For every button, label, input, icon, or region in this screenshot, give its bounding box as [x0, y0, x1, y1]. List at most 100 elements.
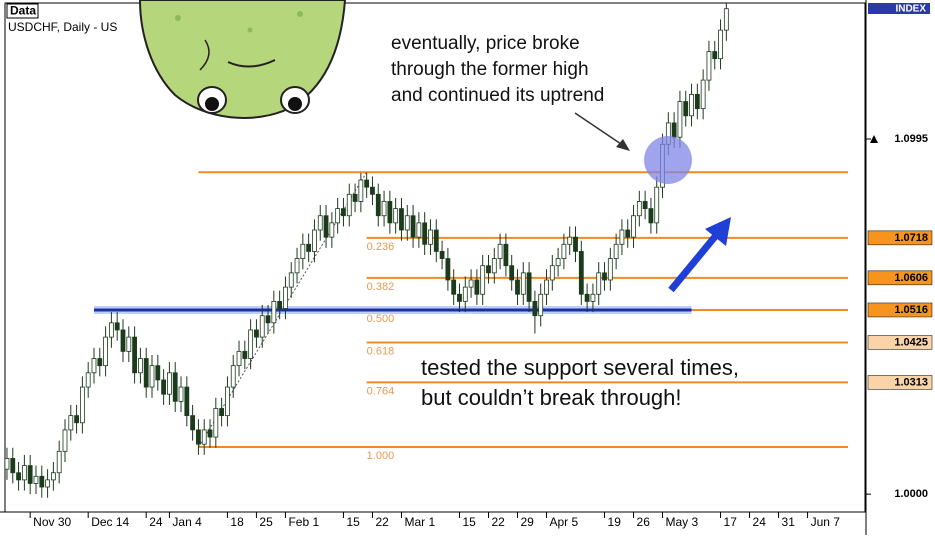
candle-body: [625, 229, 631, 238]
x-tick-label: 24: [753, 515, 767, 529]
candle-body: [561, 243, 567, 259]
fib-axis-box: [867, 335, 933, 350]
candle-body: [567, 236, 573, 245]
candle-body: [358, 179, 364, 202]
candle-body: [590, 293, 596, 302]
candle-body: [259, 315, 265, 338]
candle-body: [103, 336, 108, 367]
candle-body: [428, 229, 433, 245]
candle-body: [433, 229, 439, 252]
candle-body: [50, 472, 56, 481]
y-tick-label: 1.0000: [894, 488, 928, 500]
candle-body: [352, 193, 358, 202]
candle-body: [671, 122, 677, 138]
candle-body: [161, 379, 167, 395]
candle-body: [683, 101, 689, 117]
annotation: but couldn’t break through!: [421, 385, 682, 410]
candle-body: [39, 475, 45, 488]
candle-body: [387, 201, 393, 224]
candle-body: [654, 186, 660, 224]
candle-body: [248, 329, 254, 359]
candle-body: [21, 465, 27, 481]
x-tick-label: 22: [491, 515, 505, 529]
x-tick-label: Jan 4: [172, 515, 202, 529]
candle-body: [642, 201, 648, 209]
candle-body: [91, 358, 97, 374]
candle-body: [288, 272, 294, 288]
candle-body: [190, 415, 196, 431]
fib-axis-label: 1.0313: [894, 376, 928, 388]
candle-body: [33, 475, 39, 484]
candle-body: [718, 29, 723, 60]
x-axis-band: [0, 512, 935, 535]
candle-body: [132, 336, 138, 374]
candle-body: [346, 193, 352, 217]
candle-body: [114, 322, 120, 331]
candle-body: [306, 243, 312, 252]
x-tick-label: Nov 30: [33, 515, 71, 529]
x-tick-label: 25: [259, 515, 273, 529]
candle-body: [201, 429, 207, 445]
y-tick-label: 1.0995: [894, 133, 928, 145]
candle-body: [56, 450, 62, 474]
candle-body: [254, 329, 259, 338]
candle-body: [503, 243, 509, 267]
x-tick-label: 18: [230, 515, 244, 529]
candle-body: [694, 93, 700, 110]
candle-body: [97, 358, 103, 367]
candle-body: [636, 201, 642, 217]
cartoon: [138, 0, 347, 119]
candle-body: [364, 179, 370, 188]
candle-body: [404, 215, 410, 231]
candle-body: [596, 272, 602, 295]
candle-body: [155, 365, 161, 381]
candle-body: [451, 279, 457, 295]
fib-label: 1.000: [367, 450, 395, 462]
candle-body: [335, 208, 341, 224]
fib-axis-label: 1.0606: [894, 272, 928, 284]
chart-title: USDCHF, Daily - US: [8, 20, 117, 34]
candle-body: [689, 93, 694, 117]
arrows: [574, 112, 731, 293]
candle-body: [544, 279, 549, 295]
candle-body: [422, 222, 428, 245]
fib-axis-label: 1.0718: [894, 232, 928, 244]
candle-body: [126, 336, 132, 352]
candle-body: [184, 386, 190, 417]
candle-body: [74, 415, 79, 424]
plot-frame: [4, 2, 866, 513]
candle-body: [108, 322, 114, 338]
candle-body: [300, 243, 306, 259]
candle-body: [323, 215, 329, 238]
x-tick-label: Feb 1: [288, 515, 319, 529]
candle-body: [526, 272, 532, 302]
x-tick-label: 26: [637, 515, 651, 529]
candle-body: [143, 358, 149, 388]
x-tick-label: Dec 14: [91, 515, 129, 529]
fib-label: 0.236: [367, 241, 395, 253]
x-tick-label: 29: [520, 515, 534, 529]
candle-body: [68, 415, 74, 431]
candle-body: [462, 286, 468, 302]
candle-body: [700, 79, 706, 110]
x-tick-label: 31: [782, 515, 796, 529]
price-marker: [870, 134, 878, 143]
candle-body: [416, 222, 422, 238]
candle-body: [381, 201, 387, 217]
annotation: eventually, price broke: [391, 33, 580, 54]
candle-body: [45, 479, 50, 488]
candle-body: [712, 51, 718, 60]
axis-badge: INDEX: [895, 4, 926, 15]
candle-body: [283, 286, 288, 309]
candle-body: [607, 258, 613, 281]
candle-body: [602, 272, 607, 281]
candle-body: [445, 258, 451, 281]
candle-body: [375, 193, 381, 217]
candle-body: [341, 208, 346, 217]
candle-body: [236, 350, 242, 367]
candle-body: [515, 279, 520, 295]
data-badge: Data: [10, 4, 36, 18]
candle-body: [79, 386, 85, 424]
candle-body: [468, 279, 474, 288]
